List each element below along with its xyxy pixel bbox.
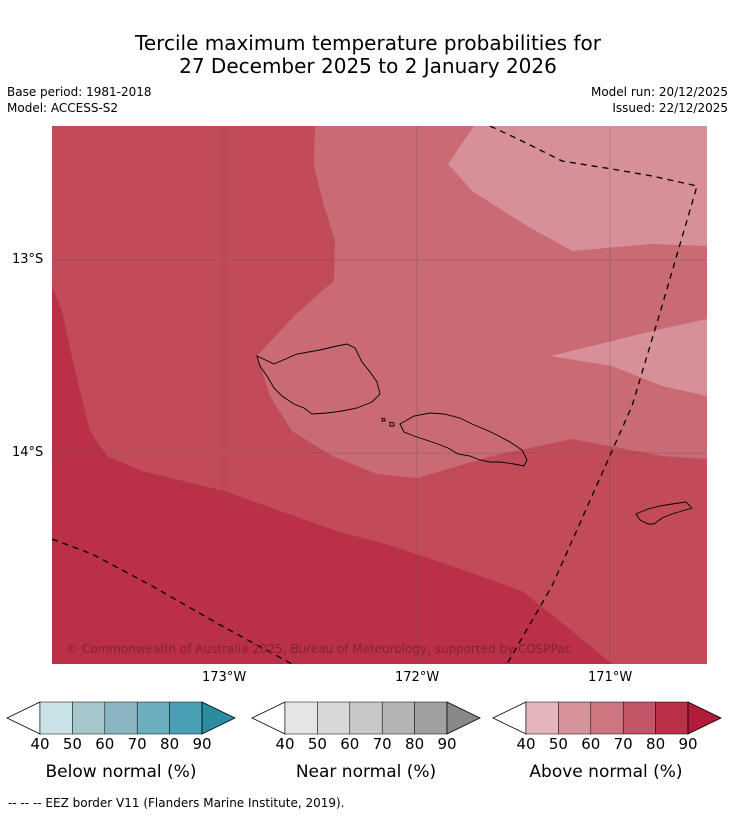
below-swatch	[104, 701, 138, 735]
region-above-50-north	[448, 126, 707, 251]
near-tick-label: 60	[340, 735, 360, 753]
above-tick-label: 40	[516, 735, 536, 753]
near-tick-label: 40	[275, 735, 295, 753]
lat-tick-13s: 13°S	[12, 252, 44, 267]
above-swatch	[655, 701, 689, 735]
near-tick-label: 80	[405, 735, 425, 753]
lat-tick-14s: 14°S	[12, 445, 44, 460]
probability-map: © Commonwealth of Australia 2025, Bureau…	[52, 126, 707, 664]
copyright: © Commonwealth of Australia 2025, Bureau…	[66, 642, 571, 656]
near-tick-label: 90	[437, 735, 457, 753]
near-swatch	[317, 701, 351, 735]
below-extend-low	[6, 701, 41, 735]
lon-tick-171w: 171°W	[588, 670, 633, 685]
below-swatch	[72, 701, 106, 735]
legend-below-label: Below normal (%)	[45, 762, 197, 782]
above-tick-label: 70	[613, 735, 633, 753]
legend-colorbars	[6, 701, 722, 735]
island-savaii	[256, 343, 381, 415]
near-swatch	[414, 701, 448, 735]
above-swatch	[525, 701, 559, 735]
above-swatch	[590, 701, 624, 735]
island-tutuila	[635, 501, 693, 525]
below-swatch	[39, 701, 73, 735]
issued-date: Issued: 22/12/2025	[612, 101, 728, 115]
above-tick-label: 50	[548, 735, 568, 753]
below-tick-label: 40	[30, 735, 50, 753]
below-tick-label: 90	[192, 735, 212, 753]
near-extend-high	[446, 701, 481, 735]
eez-footer-note: -- -- -- EEZ border V11 (Flanders Marine…	[8, 796, 345, 810]
above-tick-label: 90	[678, 735, 698, 753]
lon-tick-173w: 173°W	[202, 670, 247, 685]
above-tick-label: 80	[646, 735, 666, 753]
below-tick-label: 80	[160, 735, 180, 753]
model-name: Model: ACCESS-S2	[7, 101, 119, 115]
below-swatch	[169, 701, 203, 735]
island-small	[381, 417, 395, 427]
above-swatch	[558, 701, 592, 735]
title-line-1: Tercile maximum temperature probabilitie…	[135, 31, 601, 55]
lon-tick-172w: 172°W	[395, 670, 440, 685]
near-extend-low	[251, 701, 286, 735]
island-upolu	[399, 412, 528, 467]
above-extend-high	[687, 701, 722, 735]
title-line-2: 27 December 2025 to 2 January 2026	[179, 54, 557, 78]
model-run: Model run: 20/12/2025	[590, 85, 728, 99]
near-tick-label: 50	[307, 735, 327, 753]
near-swatch	[349, 701, 383, 735]
below-extend-high	[201, 701, 236, 735]
above-tick-label: 60	[581, 735, 601, 753]
region-above-50-east	[550, 319, 707, 396]
above-swatch	[622, 701, 656, 735]
legend-near-label: Near normal (%)	[295, 762, 437, 782]
base-period: Base period: 1981-2018	[7, 85, 152, 99]
above-extend-low	[492, 701, 527, 735]
below-tick-label: 60	[95, 735, 115, 753]
near-swatch	[284, 701, 318, 735]
near-swatch	[381, 701, 415, 735]
below-swatch	[136, 701, 170, 735]
eez-border-southwest	[52, 538, 293, 664]
near-tick-label: 70	[372, 735, 392, 753]
below-tick-label: 50	[62, 735, 82, 753]
legend-above-label: Above normal (%)	[529, 762, 683, 782]
below-tick-label: 70	[127, 735, 147, 753]
graticule	[52, 126, 707, 664]
